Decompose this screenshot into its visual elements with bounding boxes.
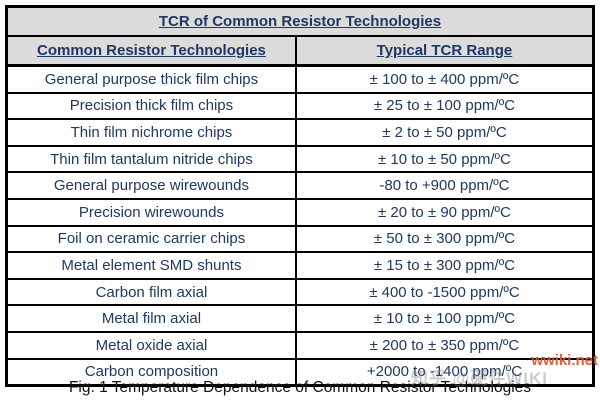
table-body: General purpose thick film chips ± 100 t…	[5, 64, 595, 387]
table-row: General purpose wirewounds -80 to +900 p…	[5, 171, 595, 200]
tech-cell: Precision thick film chips	[5, 91, 297, 121]
table-row: Thin film tantalum nitride chips ± 10 to…	[5, 144, 595, 174]
table-title: TCR of Common Resistor Technologies	[5, 5, 595, 37]
tech-cell: Metal film axial	[5, 304, 297, 333]
table-row: Carbon composition +2000 to -1400 ppm/ºC	[5, 357, 595, 387]
tcr-range-cell: +2000 to -1400 ppm/ºC	[294, 357, 595, 387]
tcr-range-cell: ± 2 to ± 50 ppm/ºC	[294, 118, 595, 147]
table-row: Metal element SMD shunts ± 15 to ± 300 p…	[5, 251, 595, 280]
table-row: Precision thick film chips ± 25 to ± 100…	[5, 91, 595, 121]
tech-cell: Foil on ceramic carrier chips	[5, 224, 297, 254]
table-row: Metal oxide axial ± 200 to ± 350 ppm/ºC	[5, 330, 595, 360]
tech-cell: Thin film nichrome chips	[5, 118, 297, 147]
table-title-row: TCR of Common Resistor Technologies	[5, 5, 595, 37]
tcr-range-cell: ± 10 to ± 50 ppm/ºC	[294, 144, 595, 174]
tcr-range-cell: ± 20 to ± 90 ppm/ºC	[294, 197, 595, 227]
tcr-table: TCR of Common Resistor Technologies Comm…	[5, 5, 595, 388]
table-row: Thin film nichrome chips ± 2 to ± 50 ppm…	[5, 118, 595, 147]
table-row: Precision wirewounds ± 20 to ± 90 ppm/ºC	[5, 197, 595, 227]
tech-cell: General purpose thick film chips	[5, 64, 297, 94]
tcr-range-cell: ± 100 to ± 400 ppm/ºC	[294, 64, 595, 94]
tcr-range-cell: ± 10 to ± 100 ppm/ºC	[294, 304, 595, 333]
tech-cell: General purpose wirewounds	[5, 171, 297, 200]
tech-cell: Metal element SMD shunts	[5, 251, 297, 280]
table-row: Metal film axial ± 10 to ± 100 ppm/ºC	[5, 304, 595, 333]
tech-cell: Metal oxide axial	[5, 330, 297, 360]
tcr-range-cell: ± 200 to ± 350 ppm/ºC	[294, 330, 595, 360]
figure-caption: Fig. 1 Temperature Dependence of Common …	[68, 379, 532, 396]
tech-cell: Thin film tantalum nitride chips	[5, 144, 297, 174]
table-row: Carbon film axial ± 400 to -1500 ppm/ºC	[5, 277, 595, 307]
table-row: Foil on ceramic carrier chips ± 50 to ± …	[5, 224, 595, 254]
tech-cell: Precision wirewounds	[5, 197, 297, 227]
tcr-range-cell: -80 to +900 ppm/ºC	[294, 171, 595, 200]
tcr-range-cell: ± 25 to ± 100 ppm/ºC	[294, 91, 595, 121]
table-row: General purpose thick film chips ± 100 t…	[5, 64, 595, 94]
table-header-row: Common Resistor Technologies Typical TCR…	[5, 35, 595, 67]
tcr-range-cell: ± 400 to -1500 ppm/ºC	[294, 277, 595, 307]
tech-cell: Carbon film axial	[5, 277, 297, 307]
tech-cell: Carbon composition	[5, 357, 297, 387]
tcr-range-cell: ± 15 to ± 300 ppm/ºC	[294, 251, 595, 280]
column-header-tcr-range: Typical TCR Range	[294, 35, 595, 67]
tcr-range-cell: ± 50 to ± 300 ppm/ºC	[294, 224, 595, 254]
column-header-technologies: Common Resistor Technologies	[5, 35, 297, 67]
